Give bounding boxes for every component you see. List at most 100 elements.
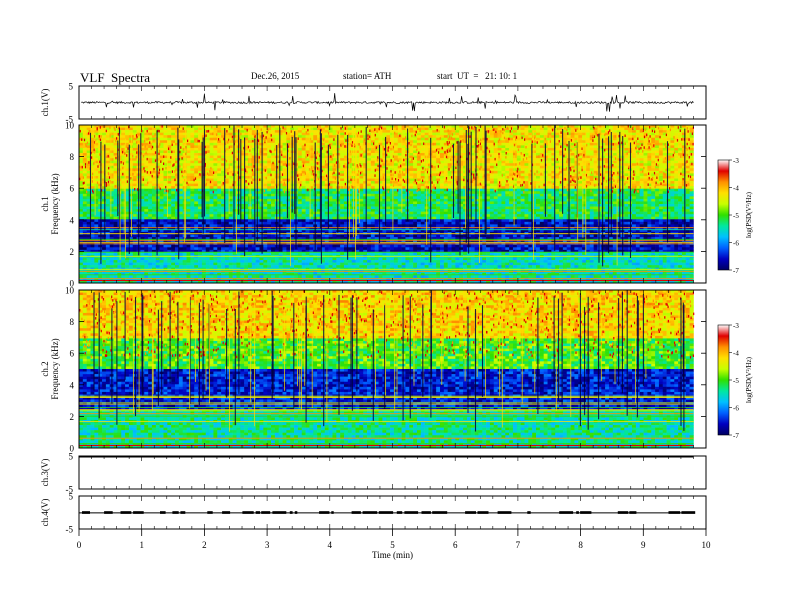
spectrogram-cell	[159, 135, 164, 139]
spectrogram-cell	[232, 130, 237, 133]
spectrogram-cell	[409, 130, 414, 133]
spectrogram-cell	[443, 140, 448, 144]
spectrogram-cell	[562, 196, 568, 200]
spectrogram-cell	[105, 168, 111, 172]
spectrogram-cell	[655, 130, 660, 133]
spectrogram-cell	[125, 142, 130, 146]
spectrogram-cell	[440, 147, 445, 151]
spectrogram-cell	[90, 125, 95, 128]
spectrogram-cell	[221, 125, 226, 128]
spectrogram-cell	[601, 158, 606, 161]
spectrogram-cell	[209, 127, 214, 131]
spectrogram-cell	[102, 201, 107, 205]
spectrogram-cell	[489, 163, 495, 167]
spectrogram-cell	[94, 130, 99, 133]
spectrogram-cell	[282, 186, 287, 190]
spectrogram-cell	[635, 173, 640, 177]
spectrogram-cell	[689, 132, 694, 136]
spectrogram-cell	[94, 150, 99, 154]
spectrogram-cell	[178, 137, 183, 141]
spectrogram-cell	[198, 137, 203, 141]
spectrogram-cell	[367, 153, 372, 156]
spectrogram-cell	[670, 158, 675, 161]
spectrogram-cell	[82, 130, 87, 133]
spectrogram-cell	[424, 132, 429, 136]
spectrogram-cell	[409, 153, 414, 156]
spectrogram-cell	[478, 132, 483, 136]
spectrogram-cell	[282, 130, 287, 133]
spectrogram-cell	[109, 135, 114, 139]
spectrogram-cell	[474, 127, 479, 131]
spectrogram-cell	[190, 158, 195, 161]
spectrogram-cell	[562, 125, 568, 128]
spectrogram-cell	[532, 127, 537, 131]
spectrogram-cell	[593, 163, 598, 167]
spectrogram-cell	[493, 165, 498, 169]
spectrogram-cell	[455, 198, 460, 202]
spectrogram-cell	[651, 198, 656, 202]
spectrogram-cell	[685, 193, 690, 197]
spectrogram-cell	[136, 140, 141, 144]
spectrogram-cell	[447, 191, 452, 195]
spectrogram-cell	[440, 178, 445, 182]
spectrogram-cell	[271, 186, 276, 190]
spectrogram-cell	[343, 153, 349, 156]
spectrogram-cell	[551, 147, 556, 151]
spectrogram-cell	[436, 147, 441, 151]
spectrogram-cell	[151, 160, 157, 164]
spectrogram-cell	[428, 135, 433, 139]
spectrogram-cell	[79, 193, 84, 197]
spectrogram-cell	[148, 135, 153, 139]
spectrogram-cell	[689, 125, 694, 128]
spectrogram-cell	[194, 160, 199, 164]
spectrogram-cell	[309, 153, 314, 156]
spectrogram-cell	[478, 188, 483, 192]
spectrogram-cell	[532, 163, 537, 167]
spectrogram-cell	[489, 147, 495, 151]
spectrogram-cell	[651, 150, 656, 154]
spectrogram-cell	[144, 175, 149, 179]
spectrogram-cell	[551, 150, 556, 154]
spectrogram-cell	[132, 173, 137, 177]
spectrogram-cell	[666, 140, 671, 144]
spectrogram-cell	[512, 140, 518, 144]
spectrogram-cell	[155, 193, 160, 197]
spectrogram-cell	[605, 135, 610, 139]
spectrogram-cell	[605, 142, 610, 146]
spectrogram-cell	[178, 142, 183, 146]
spectrogram-cell	[109, 142, 114, 146]
spectrogram-cell	[393, 160, 399, 164]
spectrogram-cell	[639, 150, 644, 154]
spectrogram-cell	[585, 153, 591, 156]
spectrogram-cell	[190, 186, 195, 190]
spectrogram-cell	[674, 125, 679, 128]
spectrogram-cell	[536, 137, 541, 141]
spectrogram-cell	[374, 153, 379, 156]
spectrogram-cell	[309, 173, 314, 177]
spectrogram-cell	[186, 140, 191, 144]
spectrogram-cell	[374, 186, 379, 190]
spectrogram-cell	[593, 135, 598, 139]
spectrogram-cell	[278, 142, 283, 146]
spectrogram-cell	[271, 170, 276, 174]
spectrogram-cell	[601, 170, 606, 174]
spectrogram-cell	[574, 132, 579, 136]
spectrogram-cell	[520, 127, 525, 131]
spectrogram-cell	[232, 125, 237, 128]
spectrogram-cell	[336, 175, 341, 179]
spectrogram-cell	[651, 145, 656, 149]
spectrogram-cell	[109, 198, 114, 202]
spectrogram-cell	[305, 186, 310, 190]
spectrogram-cell	[221, 163, 226, 167]
spectrogram-cell	[374, 135, 379, 139]
spectrogram-cell	[589, 175, 594, 179]
spectrogram-cell	[639, 178, 644, 182]
spectrogram-cell	[79, 196, 84, 200]
spectrogram-cell	[390, 196, 395, 200]
spectrogram-cell	[102, 158, 107, 161]
spectrogram-cell	[386, 198, 391, 202]
spectrogram-cell	[482, 165, 487, 169]
spectrogram-cell	[98, 201, 103, 205]
spectrogram-cell	[370, 127, 376, 131]
spectrogram-cell	[113, 181, 118, 184]
